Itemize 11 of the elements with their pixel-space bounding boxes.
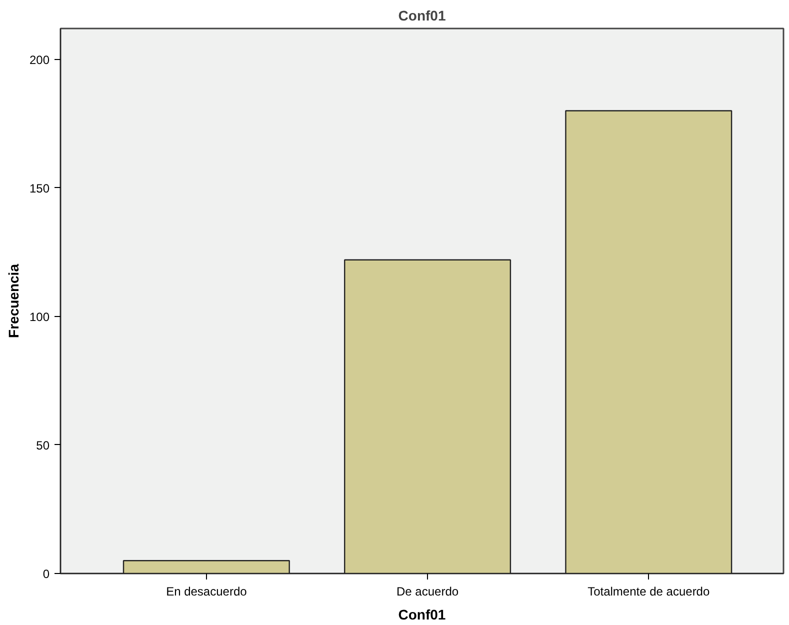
x-tick-label: Totalmente de acuerdo	[588, 584, 710, 598]
y-tick-label: 100	[29, 310, 50, 324]
x-tick-label: En desacuerdo	[166, 584, 248, 598]
x-tick-label: De acuerdo	[396, 584, 459, 598]
y-axis-title: Frecuencia	[5, 264, 22, 338]
x-axis-title: Conf01	[398, 606, 446, 622]
chart-title: Conf01	[398, 8, 446, 24]
y-tick-label: 150	[29, 181, 50, 196]
y-tick-label: 200	[29, 52, 50, 67]
y-tick-label: 50	[36, 438, 50, 452]
y-tick-label: 0	[42, 567, 50, 581]
